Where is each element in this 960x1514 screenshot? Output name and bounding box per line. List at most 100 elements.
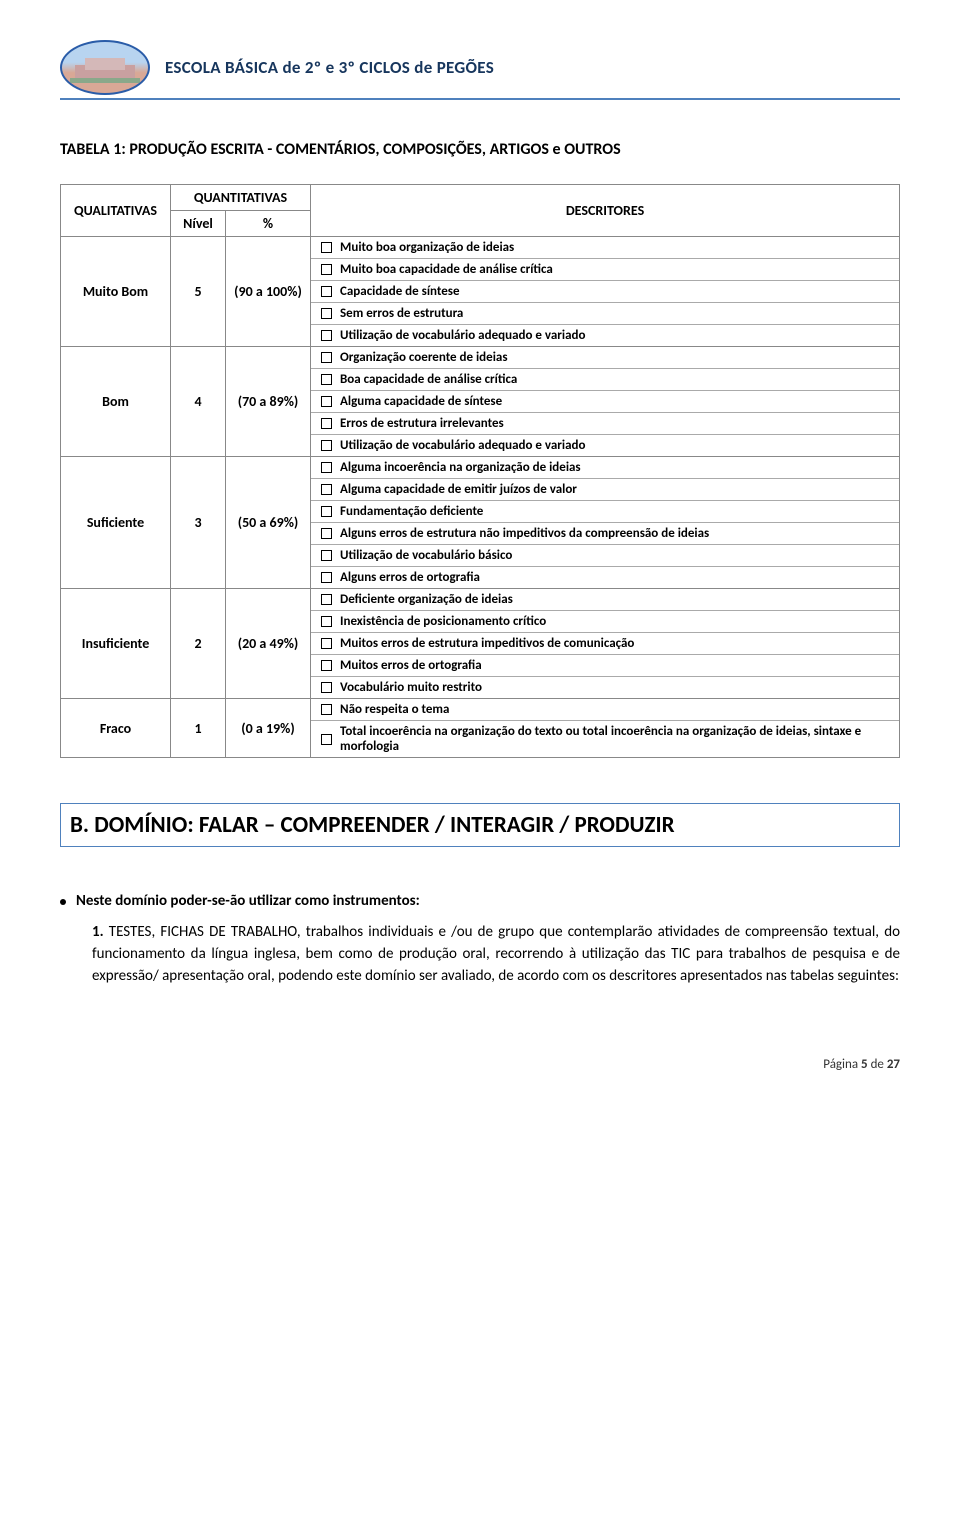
descriptor-item: Capacidade de síntese — [311, 281, 899, 303]
cell-pct: (70 a 89%) — [226, 347, 311, 457]
descriptor-item: Alguns erros de ortografia — [311, 567, 899, 588]
cell-nivel: 2 — [171, 589, 226, 699]
checkbox-icon — [321, 396, 332, 407]
descriptor-text: Alguma capacidade de síntese — [340, 394, 502, 409]
instruments-item: 1. TESTES, FICHAS DE TRABALHO, trabalhos… — [60, 922, 900, 987]
descriptor-item: Muitos erros de estrutura impeditivos de… — [311, 633, 899, 655]
cell-nivel: 5 — [171, 237, 226, 347]
descriptor-text: Sem erros de estrutura — [340, 306, 463, 321]
section-b-title: B. DOMÍNIO: FALAR – COMPREENDER / INTERA… — [64, 807, 896, 843]
descriptor-item: Sem erros de estrutura — [311, 303, 899, 325]
descriptor-text: Alguns erros de ortografia — [340, 570, 480, 585]
cell-nivel: 1 — [171, 699, 226, 758]
checkbox-icon — [321, 462, 332, 473]
checkbox-icon — [321, 682, 332, 693]
cell-pct: (50 a 69%) — [226, 457, 311, 589]
descriptor-item: Vocabulário muito restrito — [311, 677, 899, 698]
table-title: TABELA 1: PRODUÇÃO ESCRITA - COMENTÁRIOS… — [60, 140, 900, 159]
checkbox-icon — [321, 286, 332, 297]
descriptor-text: Alguns erros de estrutura não impeditivo… — [340, 526, 709, 541]
descriptor-text: Deficiente organização de ideias — [340, 592, 513, 607]
descriptor-item: Muito boa organização de ideias — [311, 237, 899, 259]
descriptor-item: Deficiente organização de ideias — [311, 589, 899, 611]
col-header-pct: % — [226, 211, 311, 237]
checkbox-icon — [321, 572, 332, 583]
cell-descriptors: Alguma incoerência na organização de ide… — [311, 457, 900, 589]
footer-current: 5 — [861, 1057, 868, 1072]
header-divider — [60, 98, 900, 100]
checkbox-icon — [321, 440, 332, 451]
checkbox-icon — [321, 308, 332, 319]
rubric-table: QUALITATIVAS QUANTITATIVAS DESCRITORES N… — [60, 184, 900, 758]
cell-qualitativa: Insuficiente — [61, 589, 171, 699]
checkbox-icon — [321, 616, 332, 627]
descriptor-item: Alguma capacidade de síntese — [311, 391, 899, 413]
descriptor-text: Alguma incoerência na organização de ide… — [340, 460, 581, 475]
checkbox-icon — [321, 550, 332, 561]
table-row: Fraco1(0 a 19%) Não respeita o tema Total … — [61, 699, 900, 758]
col-header-quantitativas: QUANTITATIVAS — [171, 185, 311, 211]
descriptor-text: Muito boa organização de ideias — [340, 240, 514, 255]
bullet-icon — [60, 899, 66, 905]
descriptor-item: Organização coerente de ideias — [311, 347, 899, 369]
descriptor-text: Utilização de vocabulário adequado e var… — [340, 438, 585, 453]
descriptor-text: Vocabulário muito restrito — [340, 680, 482, 695]
checkbox-icon — [321, 638, 332, 649]
cell-qualitativa: Muito Bom — [61, 237, 171, 347]
cell-nivel: 3 — [171, 457, 226, 589]
footer-total: 27 — [887, 1057, 900, 1072]
page-header: ESCOLA BÁSICA de 2º e 3º CICLOS de PEGÕE… — [60, 40, 900, 95]
descriptor-text: Total incoerência na organização do text… — [340, 724, 889, 754]
checkbox-icon — [321, 506, 332, 517]
descriptor-item: Muito boa capacidade de análise crítica — [311, 259, 899, 281]
checkbox-icon — [321, 242, 332, 253]
footer-of: de — [868, 1057, 887, 1072]
cell-pct: (0 a 19%) — [226, 699, 311, 758]
cell-qualitativa: Fraco — [61, 699, 171, 758]
checkbox-icon — [321, 704, 332, 715]
descriptor-item: Boa capacidade de análise crítica — [311, 369, 899, 391]
col-header-qualitativas: QUALITATIVAS — [61, 185, 171, 237]
checkbox-icon — [321, 264, 332, 275]
descriptor-item: Muitos erros de ortografia — [311, 655, 899, 677]
descriptor-text: Muitos erros de estrutura impeditivos de… — [340, 636, 634, 651]
descriptor-text: Erros de estrutura irrelevantes — [340, 416, 504, 431]
descriptor-text: Não respeita o tema — [340, 702, 449, 717]
page-footer: Página 5 de 27 — [60, 1057, 900, 1072]
descriptor-text: Boa capacidade de análise crítica — [340, 372, 517, 387]
checkbox-icon — [321, 484, 332, 495]
checkbox-icon — [321, 374, 332, 385]
descriptor-item: Alguns erros de estrutura não impeditivo… — [311, 523, 899, 545]
cell-descriptors: Deficiente organização de ideias Inexistê… — [311, 589, 900, 699]
descriptor-text: Inexistência de posicionamento crítico — [340, 614, 546, 629]
footer-label: Página — [823, 1057, 861, 1072]
descriptor-item: Inexistência de posicionamento crítico — [311, 611, 899, 633]
cell-qualitativa: Suficiente — [61, 457, 171, 589]
cell-descriptors: Organização coerente de ideias Boa capaci… — [311, 347, 900, 457]
instruments-intro: Neste domínio poder-se-ão utilizar como … — [60, 892, 900, 910]
table-row: Insuficiente2(20 a 49%)Deficiente organi… — [61, 589, 900, 699]
table-row: Muito Bom5(90 a 100%) Muito boa organizaç… — [61, 237, 900, 347]
school-name: ESCOLA BÁSICA de 2º e 3º CICLOS de PEGÕE… — [165, 57, 494, 78]
descriptor-item: Utilização de vocabulário adequado e var… — [311, 325, 899, 346]
cell-qualitativa: Bom — [61, 347, 171, 457]
school-logo-icon — [60, 40, 150, 95]
cell-pct: (90 a 100%) — [226, 237, 311, 347]
cell-pct: (20 a 49%) — [226, 589, 311, 699]
descriptor-text: Utilização de vocabulário adequado e var… — [340, 328, 585, 343]
cell-descriptors: Não respeita o tema Total incoerência na … — [311, 699, 900, 758]
descriptor-text: Fundamentação deficiente — [340, 504, 483, 519]
cell-nivel: 4 — [171, 347, 226, 457]
table-row: Suficiente3(50 a 69%) Alguma incoerência … — [61, 457, 900, 589]
descriptor-item: Utilização de vocabulário básico — [311, 545, 899, 567]
descriptor-text: Alguma capacidade de emitir juízos de va… — [340, 482, 577, 497]
item-number: 1. — [92, 923, 104, 941]
descriptor-item: Fundamentação deficiente — [311, 501, 899, 523]
descriptor-text: Utilização de vocabulário básico — [340, 548, 512, 563]
descriptor-text: Capacidade de síntese — [340, 284, 460, 299]
item-text: TESTES, FICHAS DE TRABALHO, trabalhos in… — [92, 923, 900, 985]
table-row: Bom4(70 a 89%)Organização coerente de id… — [61, 347, 900, 457]
col-header-descritores: DESCRITORES — [311, 185, 900, 237]
checkbox-icon — [321, 528, 332, 539]
descriptor-item: Erros de estrutura irrelevantes — [311, 413, 899, 435]
